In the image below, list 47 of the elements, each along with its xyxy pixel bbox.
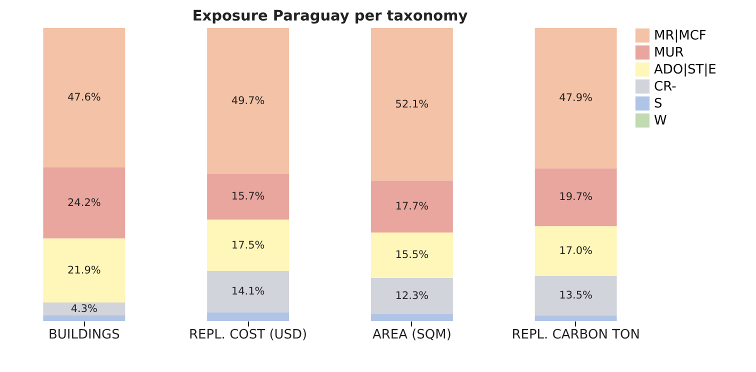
data-label: 17.5% xyxy=(231,239,265,252)
x-tick-label: REPL. CARBON TON xyxy=(512,328,640,342)
bar xyxy=(207,270,290,312)
data-label: 14.1% xyxy=(231,286,265,298)
bar xyxy=(370,180,453,233)
data-label: 12.3% xyxy=(395,290,429,302)
bar xyxy=(370,232,453,278)
data-label: 47.9% xyxy=(559,92,593,104)
bar xyxy=(43,28,126,168)
data-label: 13.5% xyxy=(559,290,593,302)
data-label: 17.0% xyxy=(559,244,593,257)
bar xyxy=(207,220,290,271)
bar xyxy=(43,302,126,316)
bar xyxy=(207,174,290,220)
data-label: 17.7% xyxy=(395,200,429,213)
bar xyxy=(370,28,453,181)
bar xyxy=(207,312,290,321)
x-tick-label: REPL. COST (USD) xyxy=(188,328,308,342)
bar xyxy=(207,28,290,174)
data-label: 4.3% xyxy=(70,302,98,315)
data-label: 21.9% xyxy=(67,264,101,276)
bar xyxy=(43,238,126,303)
bar xyxy=(534,226,617,276)
bar xyxy=(43,315,126,321)
x-tick-label: BUILDINGS xyxy=(48,328,120,342)
data-label: 52.1% xyxy=(395,98,429,110)
data-label: 49.7% xyxy=(231,94,265,107)
bar xyxy=(370,314,453,321)
legend-label: S xyxy=(654,96,662,112)
bar xyxy=(534,276,617,316)
data-label: 19.7% xyxy=(559,191,593,204)
bar xyxy=(534,168,617,226)
bar xyxy=(43,167,126,238)
bar xyxy=(534,28,617,168)
legend-label: MR|MCF xyxy=(654,28,706,44)
legend-label: W xyxy=(654,114,667,128)
data-label: 47.6% xyxy=(67,92,101,104)
legend-label: CR- xyxy=(654,80,677,94)
bar xyxy=(534,315,617,321)
x-tick-label: AREA (SQM) xyxy=(372,328,452,342)
legend-label: ADO|ST|E xyxy=(654,62,716,78)
chart-title: Exposure Paraguay per taxonomy xyxy=(192,8,468,24)
data-label: 15.5% xyxy=(395,249,429,262)
legend-label: MUR xyxy=(654,46,684,60)
data-label: 15.7% xyxy=(231,190,265,203)
bar xyxy=(370,278,453,314)
data-label: 24.2% xyxy=(67,196,101,209)
